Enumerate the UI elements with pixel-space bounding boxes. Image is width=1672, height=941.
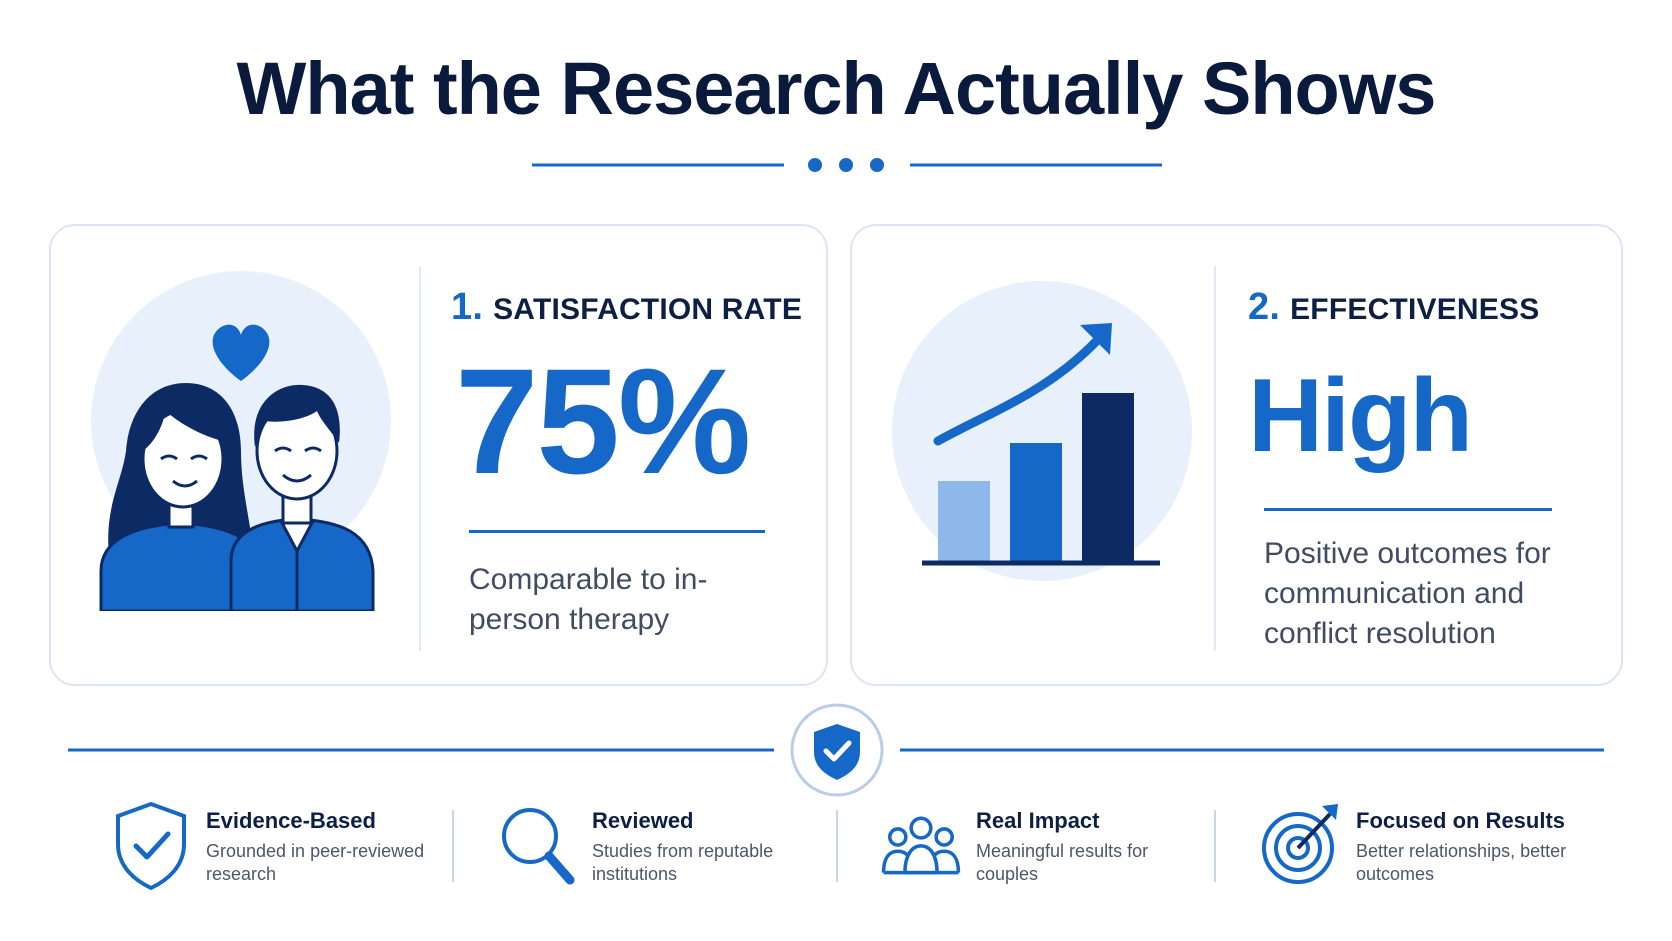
feature-description: Better relationships, better outcomes (1356, 841, 1567, 884)
feature-title: Evidence-Based (206, 808, 376, 833)
feature-description: Studies from reputable institutions (592, 841, 774, 884)
rising-bar-chart-icon (892, 281, 1192, 581)
stat-heading: 2. EFFECTIVENESS (1248, 286, 1539, 329)
card-divider (1214, 266, 1216, 651)
stat-number: 2. (1248, 286, 1281, 328)
feature-description: Grounded in peer-reviewed research (206, 841, 425, 884)
stat-card-satisfaction: 1. SATISFACTION RATE 75% Comparable to in… (49, 224, 828, 686)
section-divider (68, 703, 1604, 797)
stat-heading-label: SATISFACTION RATE (493, 293, 803, 326)
couple-heart-icon (91, 271, 391, 611)
stat-rule (469, 530, 765, 533)
page-title: What the Research Actually Shows (236, 47, 1437, 130)
group-people-icon (881, 816, 961, 875)
title-decoration (532, 158, 1162, 172)
stat-card-effectiveness: 2. EFFECTIVENESS High Positive outcomes f… (850, 224, 1623, 686)
feature-separator (452, 810, 454, 882)
feature-title: Reviewed (592, 808, 694, 833)
card-divider (419, 266, 421, 651)
magnifier-icon (502, 808, 575, 885)
stat-heading-label: EFFECTIVENESS (1290, 293, 1540, 326)
stat-heading: 1. SATISFACTION RATE (451, 286, 802, 329)
stat-value: 75% (455, 337, 751, 505)
stat-value: High (1248, 358, 1473, 474)
shield-check-icon (790, 703, 884, 797)
feature-title: Focused on Results (1356, 808, 1566, 833)
stat-description: Positive outcomes for communication and … (1264, 537, 1551, 650)
feature-list: Evidence-Based Grounded in peer-reviewed… (60, 800, 1620, 900)
target-arrow-icon (1262, 804, 1338, 884)
feature-description: Meaningful results for couples (976, 841, 1149, 884)
stat-number: 1. (451, 286, 484, 328)
feature-title: Real Impact (976, 808, 1100, 833)
shield-check-outline-icon (116, 801, 186, 890)
feature-separator (836, 810, 838, 882)
feature-separator (1214, 810, 1216, 882)
stat-rule (1264, 508, 1552, 511)
stat-description: Comparable to in-person therapy (469, 563, 708, 636)
